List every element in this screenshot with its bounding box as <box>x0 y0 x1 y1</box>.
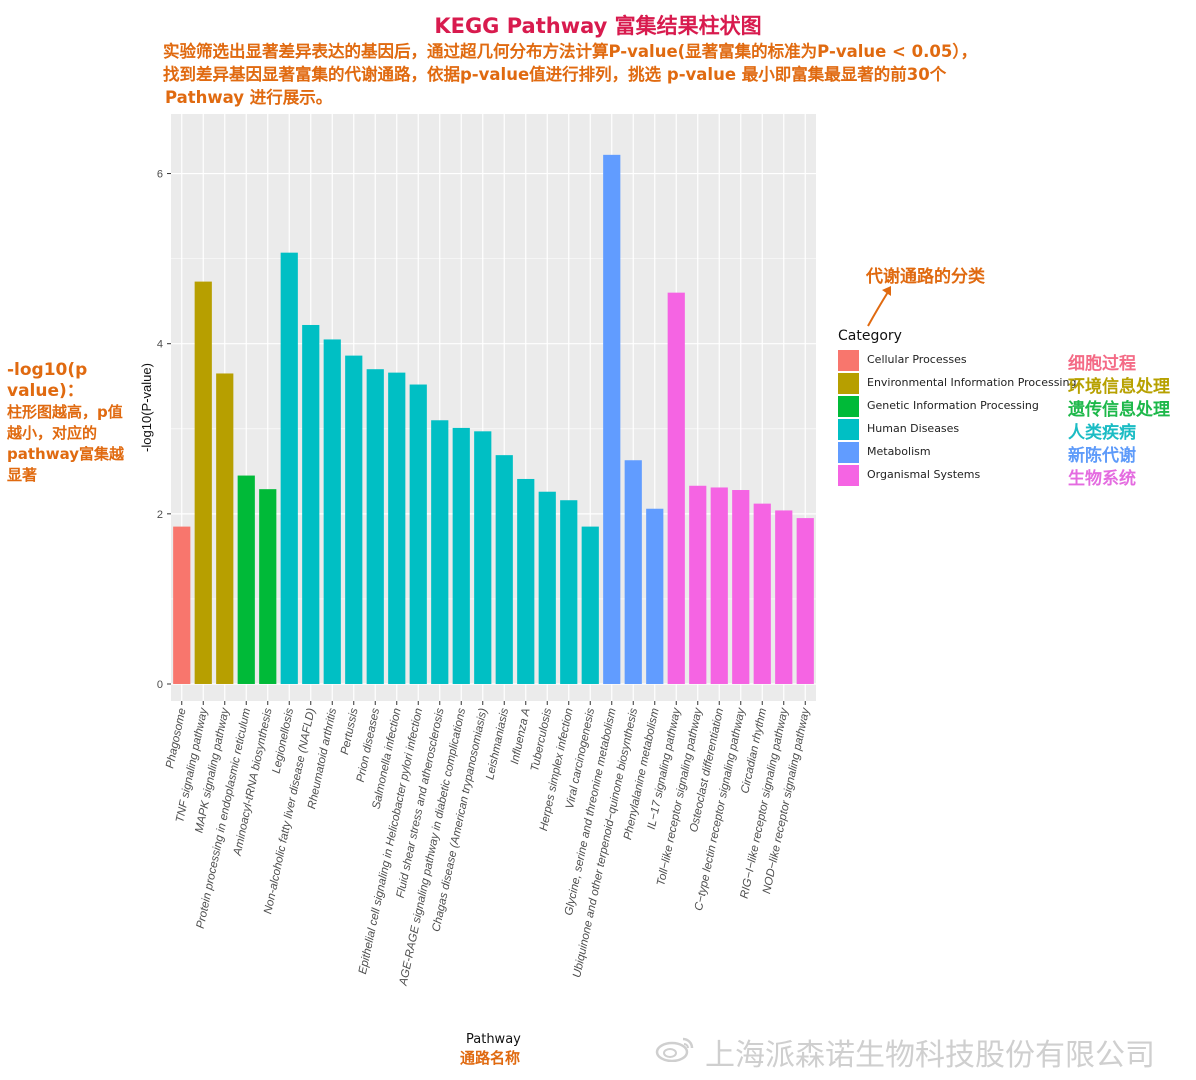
legend-title: Category <box>838 328 902 344</box>
description-line: 找到差异基因显著富集的代谢通路，依据p-value值进行排列，挑选 p-valu… <box>163 65 947 84</box>
legend-swatch <box>838 373 859 394</box>
legend-label: Organismal Systems <box>867 468 981 481</box>
arrow-line <box>867 291 889 327</box>
bar <box>409 384 427 684</box>
legend-label-cn: 细胞过程 <box>1068 354 1136 374</box>
bar <box>667 292 685 684</box>
y-tick-label: 4 <box>157 339 163 351</box>
bar <box>431 420 449 684</box>
x-tick-label: Tuberculosis <box>529 707 554 773</box>
legend-label: Genetic Information Processing <box>867 399 1039 412</box>
legend-label-cn: 环境信息处理 <box>1068 377 1170 397</box>
y-tick-label: 0 <box>157 679 163 691</box>
y-axis-explanation: -log10(p value)： 柱形图越高，p值 越小，对应的 pathway… <box>7 360 147 486</box>
bar <box>388 372 406 684</box>
bar <box>495 455 513 684</box>
legend-label: Human Diseases <box>867 422 960 435</box>
bar <box>173 526 191 684</box>
bar <box>517 478 535 684</box>
bar <box>538 491 556 684</box>
bar <box>323 339 341 684</box>
description-line: Pathway 进行展示。 <box>165 88 333 107</box>
bar <box>302 324 320 684</box>
x-tick-label: Influenza A <box>509 707 533 766</box>
page-title: KEGG Pathway 富集结果柱状图 <box>434 14 762 38</box>
bar <box>710 487 728 684</box>
bar <box>603 154 621 684</box>
bar <box>474 431 492 684</box>
category-note: 代谢通路的分类 <box>866 267 985 287</box>
bar <box>366 369 384 684</box>
x-tick-label: Pertussis <box>339 707 361 756</box>
bar <box>689 485 707 684</box>
arrow-icon <box>882 286 891 296</box>
bar <box>646 508 664 684</box>
bar <box>775 510 793 684</box>
legend-swatch <box>838 419 859 440</box>
note-line: 柱形图越高，p值 <box>7 403 123 421</box>
bar <box>194 281 212 684</box>
bar <box>280 252 298 684</box>
legend-swatch <box>838 350 859 371</box>
legend-swatch <box>838 465 859 486</box>
legend-label-cn: 生物系统 <box>1068 469 1136 489</box>
legend-label-cn: 遗传信息处理 <box>1068 400 1170 420</box>
y-axis-title: -log10(P-value) <box>139 363 154 452</box>
legend-label-cn: 人类疾病 <box>1068 423 1136 443</box>
legend-label: Metabolism <box>867 445 931 458</box>
bar <box>237 475 255 684</box>
x-axis-title: Pathway <box>466 1032 521 1047</box>
bar <box>452 427 470 684</box>
bar <box>560 500 578 684</box>
bar <box>732 490 750 684</box>
bar <box>753 503 771 684</box>
x-tick-label: Leishmaniasis <box>484 707 511 781</box>
note-line: pathway富集越 <box>7 445 125 463</box>
watermark: 上海派森诺生物科技股份有限公司 <box>705 1038 1155 1073</box>
description-line: 实验筛选出显著差异表达的基因后，通过超几何分布方法计算P-value(显著富集的… <box>163 42 978 61</box>
x-tick-label: Phagosome <box>164 707 188 770</box>
x-tick-label: Legionellosis <box>271 707 297 775</box>
legend-label: Cellular Processes <box>867 353 967 366</box>
note-line: 越小，对应的 <box>7 424 98 442</box>
bar <box>345 355 363 684</box>
y-tick-label: 6 <box>157 169 163 181</box>
description: 实验筛选出显著差异表达的基因后，通过超几何分布方法计算P-value(显著富集的… <box>163 40 1083 109</box>
x-axis-title-cn: 通路名称 <box>460 1049 521 1067</box>
note-line: -log10(p value)： <box>7 360 88 401</box>
legend-label: Environmental Information Processing <box>867 376 1077 389</box>
plot-panel <box>171 114 816 701</box>
y-tick-label: 2 <box>157 509 163 521</box>
legend-swatch <box>838 396 859 417</box>
note-line: 显著 <box>7 466 38 484</box>
bar <box>216 373 234 684</box>
bar <box>796 518 814 684</box>
bar <box>259 489 277 684</box>
weibo-icon <box>655 1037 694 1062</box>
legend-swatch <box>838 442 859 463</box>
bar <box>581 526 599 684</box>
legend-label-cn: 新陈代谢 <box>1068 446 1136 466</box>
bar <box>624 460 642 684</box>
